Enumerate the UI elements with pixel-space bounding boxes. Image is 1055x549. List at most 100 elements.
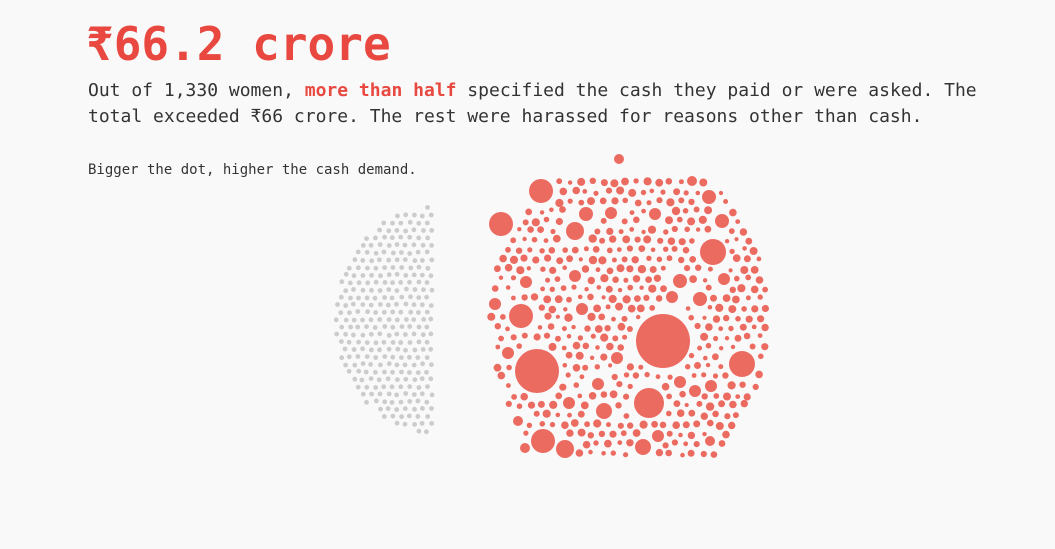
cash-dot bbox=[494, 323, 501, 330]
cash-dot bbox=[520, 392, 528, 401]
cash-dot bbox=[572, 364, 581, 372]
cash-dot bbox=[594, 364, 600, 370]
other-reason-dot bbox=[416, 324, 422, 330]
cash-dot bbox=[548, 247, 556, 254]
cash-dot bbox=[636, 304, 645, 313]
cash-dot bbox=[621, 256, 628, 263]
cash-dot bbox=[552, 234, 561, 243]
cash-dot bbox=[605, 207, 617, 219]
other-reason-dot bbox=[360, 287, 366, 293]
other-reason-dot bbox=[424, 369, 429, 375]
other-reason-dot bbox=[403, 347, 408, 353]
other-reason-dot bbox=[386, 272, 392, 278]
other-reason-dot bbox=[412, 258, 418, 264]
cash-dot bbox=[578, 257, 583, 262]
cash-dot bbox=[702, 315, 707, 320]
other-reason-dot bbox=[351, 317, 357, 323]
other-reason-dot bbox=[399, 294, 405, 300]
cash-dot bbox=[712, 410, 719, 418]
cash-dot bbox=[525, 208, 533, 216]
cash-dot bbox=[606, 227, 614, 235]
cash-dot bbox=[588, 449, 593, 455]
cash-dot bbox=[693, 441, 700, 448]
other-reason-dot bbox=[389, 384, 395, 390]
other-reason-dot bbox=[394, 228, 400, 233]
other-reason-dot bbox=[364, 384, 370, 390]
cash-dot bbox=[632, 429, 641, 437]
other-reason-dot bbox=[390, 369, 395, 375]
other-reason-dot bbox=[411, 242, 417, 248]
cash-dot bbox=[582, 440, 591, 449]
cash-dot bbox=[489, 298, 501, 310]
cash-dot bbox=[639, 420, 648, 429]
other-reason-dot bbox=[377, 242, 383, 248]
cash-dot bbox=[489, 212, 513, 236]
cash-dot bbox=[533, 410, 540, 417]
cash-dot bbox=[499, 254, 507, 263]
cash-dot bbox=[641, 208, 646, 214]
other-reason-dot bbox=[364, 295, 370, 301]
other-reason-dot bbox=[369, 391, 374, 397]
cash-dot bbox=[594, 325, 603, 333]
cash-dot bbox=[671, 439, 679, 446]
cash-dot bbox=[621, 218, 628, 225]
cash-dot bbox=[494, 265, 501, 273]
cash-dot bbox=[577, 335, 584, 341]
cash-dot bbox=[593, 419, 602, 428]
cash-dot bbox=[521, 294, 528, 301]
cash-dot bbox=[761, 323, 769, 332]
other-reason-dot bbox=[382, 280, 388, 285]
other-reason-dot bbox=[377, 257, 382, 263]
cash-dot bbox=[572, 341, 581, 350]
cash-dot bbox=[656, 197, 663, 204]
cash-dot bbox=[593, 440, 599, 446]
other-reason-dot bbox=[381, 414, 387, 419]
description-highlight: more than half bbox=[304, 80, 457, 101]
cash-dot bbox=[575, 351, 584, 360]
cash-dot bbox=[549, 286, 555, 292]
cash-dot bbox=[622, 334, 628, 340]
cash-dot bbox=[561, 345, 567, 351]
other-reason-dot bbox=[355, 309, 361, 314]
cash-dot bbox=[655, 178, 664, 187]
headline: ₹66.2 crore bbox=[86, 17, 391, 71]
other-reason-dot bbox=[416, 428, 422, 434]
other-reason-dot bbox=[373, 265, 379, 271]
other-reason-dot bbox=[398, 309, 404, 315]
other-reason-dot bbox=[421, 317, 427, 322]
cash-dot bbox=[505, 246, 511, 253]
cash-dot bbox=[653, 274, 662, 282]
other-reason-dot bbox=[429, 421, 435, 426]
cash-dot bbox=[622, 295, 631, 304]
cash-dot bbox=[695, 227, 701, 232]
cash-dot bbox=[727, 381, 736, 390]
cash-dot bbox=[703, 355, 708, 361]
other-reason-dot bbox=[368, 331, 374, 337]
cash-dot bbox=[598, 313, 606, 321]
cash-dot bbox=[604, 325, 611, 332]
cash-dot bbox=[527, 401, 536, 409]
other-reason-dot bbox=[407, 384, 413, 389]
other-reason-dot bbox=[398, 280, 404, 285]
other-reason-dot bbox=[415, 249, 421, 255]
other-reason-dot bbox=[390, 324, 396, 330]
other-reason-dot bbox=[369, 272, 374, 278]
other-reason-dot bbox=[365, 265, 370, 271]
cash-dot bbox=[561, 421, 569, 430]
other-reason-dot bbox=[377, 227, 382, 233]
cash-dot bbox=[749, 343, 756, 350]
cash-dot bbox=[592, 378, 604, 390]
other-reason-dot bbox=[403, 391, 409, 396]
cash-dot bbox=[698, 215, 707, 224]
cash-dot bbox=[722, 372, 729, 379]
other-reason-dot bbox=[364, 354, 370, 359]
cash-dot bbox=[509, 304, 533, 328]
cash-dot bbox=[620, 430, 627, 437]
cash-dot bbox=[729, 248, 735, 255]
other-reason-dot bbox=[368, 242, 374, 248]
cash-dot bbox=[577, 177, 586, 186]
cash-dot bbox=[671, 206, 681, 216]
cash-dot bbox=[627, 284, 634, 291]
other-reason-dot bbox=[369, 347, 374, 353]
other-reason-dot bbox=[394, 407, 400, 412]
